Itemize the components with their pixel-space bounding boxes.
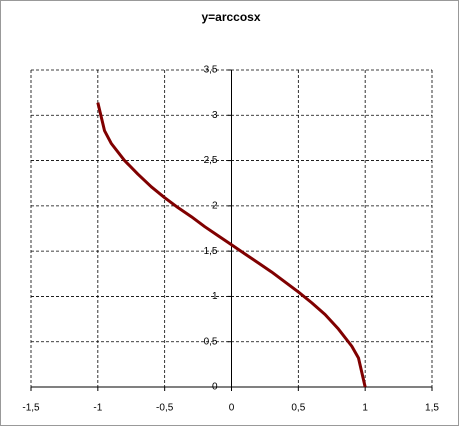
y-tick-label: 3 — [212, 110, 218, 121]
x-tick-label: -1 — [93, 403, 102, 414]
y-tick-label: 2,5 — [204, 155, 218, 166]
x-tick-label: -0,5 — [156, 403, 174, 414]
x-tick-label: -1,5 — [22, 403, 40, 414]
x-tick-label: 1,5 — [425, 403, 439, 414]
y-tick-label: 1 — [212, 291, 218, 302]
y-tick-label: 1,5 — [204, 246, 218, 257]
x-tick-label: 0,5 — [291, 403, 305, 414]
x-tick-label: 1 — [362, 403, 368, 414]
y-tick-label: 0,5 — [204, 336, 218, 347]
data-line — [96, 102, 367, 388]
y-tick-label: 2 — [212, 200, 218, 211]
chart-title: y=arccosx — [201, 10, 260, 24]
x-tick-label: 0 — [229, 403, 235, 414]
y-tick-label: 3,5 — [204, 65, 218, 76]
